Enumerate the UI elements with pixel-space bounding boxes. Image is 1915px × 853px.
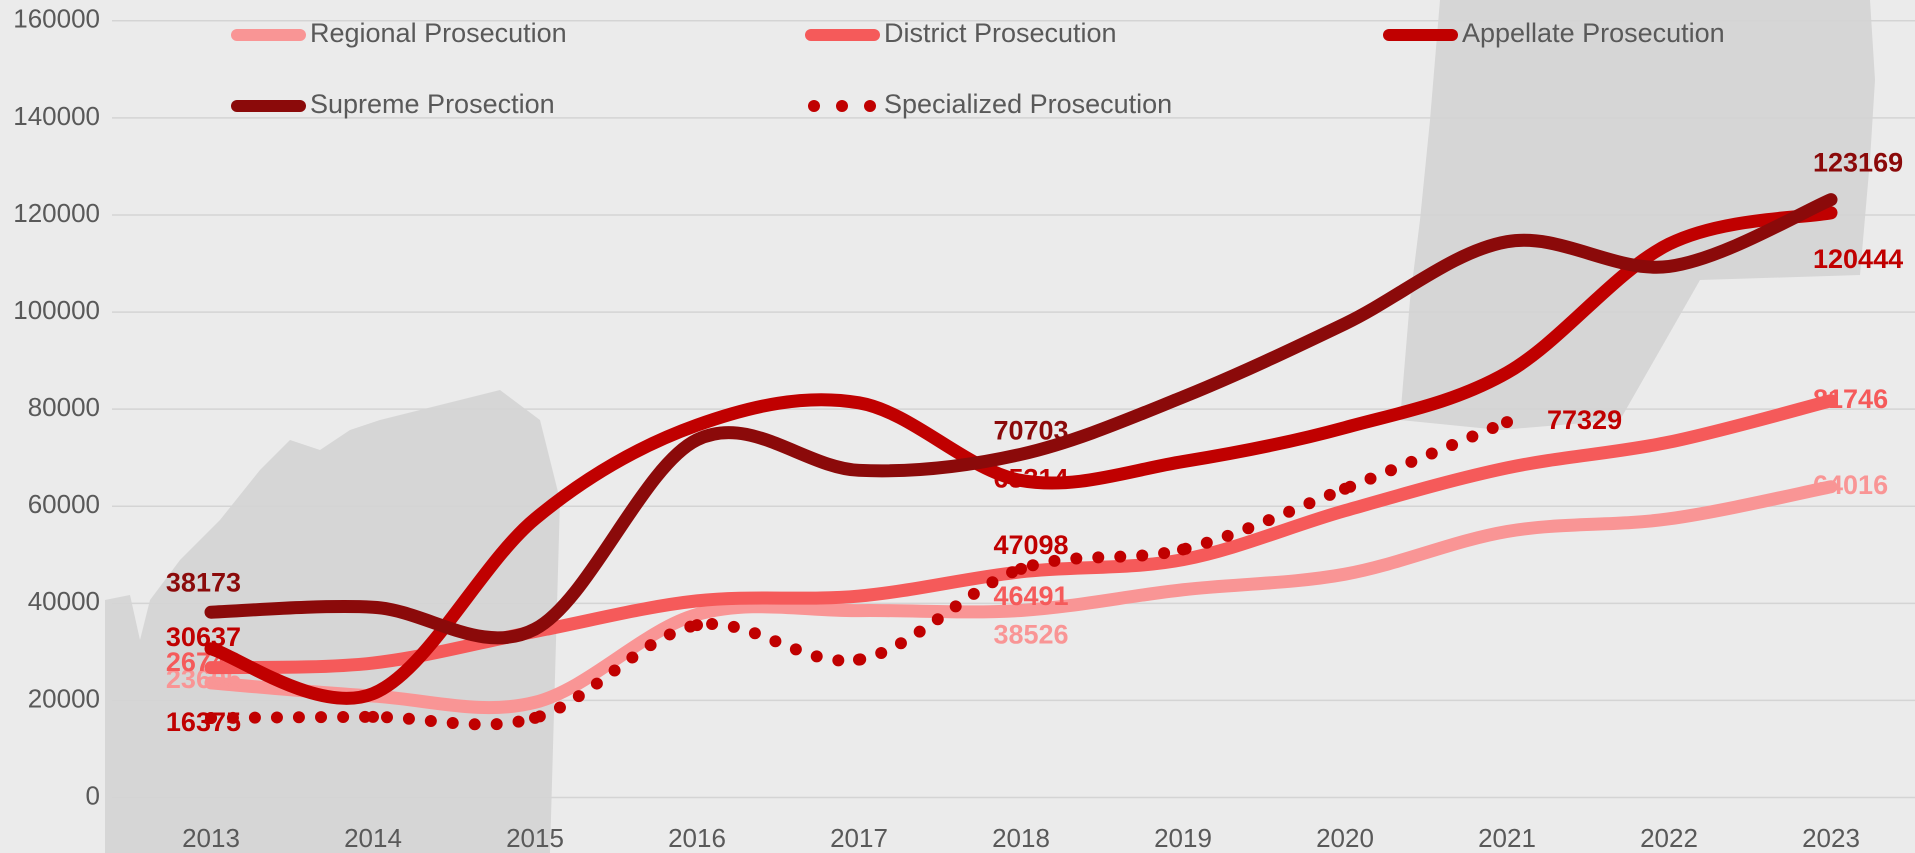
y-tick-label: 100000 xyxy=(13,295,100,325)
x-tick-label: 2018 xyxy=(992,823,1050,853)
legend-label: Regional Prosecution xyxy=(310,18,567,48)
data-label: 47098 xyxy=(993,530,1068,560)
legend-marker xyxy=(808,100,820,112)
legend-label: District Prosecution xyxy=(884,18,1117,48)
y-tick-label: 40000 xyxy=(28,586,100,616)
legend-label: Specialized Prosecution xyxy=(884,89,1172,119)
x-tick-label: 2020 xyxy=(1316,823,1374,853)
data-label: 70703 xyxy=(993,415,1068,445)
y-tick-label: 160000 xyxy=(13,4,100,34)
y-tick-label: 60000 xyxy=(28,489,100,519)
data-label: 65314 xyxy=(993,464,1068,494)
line-vertex xyxy=(1501,416,1513,428)
y-tick-label: 80000 xyxy=(28,392,100,422)
x-tick-label: 2017 xyxy=(830,823,888,853)
data-label: 30637 xyxy=(166,622,241,652)
x-tick-label: 2019 xyxy=(1154,823,1212,853)
data-label: 46491 xyxy=(993,581,1068,611)
page: {"chart_data": {"type": "line", "categor… xyxy=(0,0,1915,853)
legend-marker xyxy=(864,100,876,112)
x-tick-label: 2023 xyxy=(1802,823,1860,853)
data-label: 64016 xyxy=(1813,470,1888,500)
y-tick-label: 20000 xyxy=(28,683,100,713)
data-label: 77329 xyxy=(1547,405,1622,435)
x-tick-label: 2015 xyxy=(506,823,564,853)
data-label: 38526 xyxy=(993,620,1068,650)
data-label: 16375 xyxy=(166,707,241,737)
x-tick-label: 2016 xyxy=(668,823,726,853)
chart: 0 20000 40000 60000 80000 100000 120000 140000 1… xyxy=(0,0,1915,853)
legend-label: Supreme Prosection xyxy=(310,89,555,119)
data-label: 81746 xyxy=(1813,384,1888,414)
x-tick-label: 2014 xyxy=(344,823,402,853)
legend-label: Appellate Prosecution xyxy=(1462,18,1725,48)
y-tick-label: 140000 xyxy=(13,101,100,131)
data-label: 123169 xyxy=(1813,148,1903,178)
x-tick-label: 2021 xyxy=(1478,823,1536,853)
data-label: 120444 xyxy=(1813,244,1903,274)
x-tick-label: 2013 xyxy=(182,823,240,853)
y-tick-label: 0 xyxy=(86,780,100,810)
y-tick-label: 120000 xyxy=(13,198,100,228)
legend-marker xyxy=(836,100,848,112)
data-label: 38173 xyxy=(166,567,241,597)
x-tick-label: 2022 xyxy=(1640,823,1698,853)
